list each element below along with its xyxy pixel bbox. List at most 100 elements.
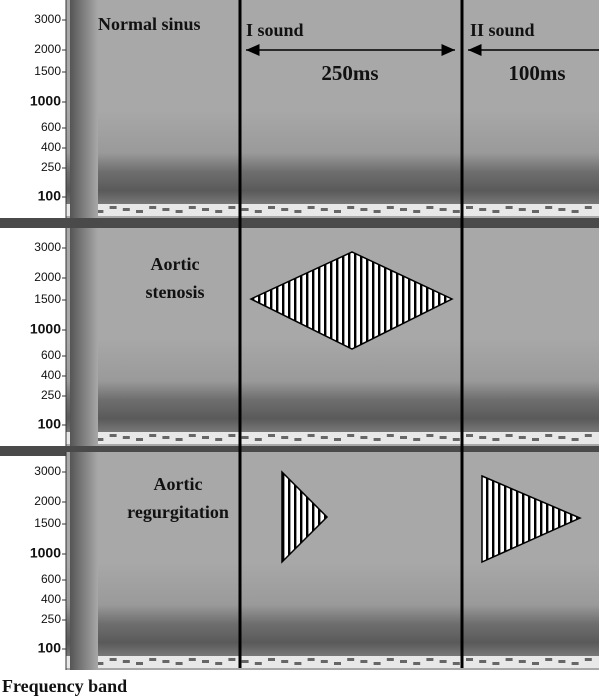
energy-band [66,110,599,205]
noise [188,434,196,437]
noise [215,210,223,213]
separator [0,446,599,456]
noise [281,660,289,663]
tick-label: 600 [41,120,61,134]
separator [0,218,599,228]
noise [320,436,328,439]
noise [400,660,407,663]
noise [452,210,460,213]
murmur-diamond [249,251,454,350]
tick-label: 100 [38,188,62,204]
tick-label: 100 [38,640,62,656]
noise [109,434,117,437]
tick-label: 400 [41,592,61,606]
noise [466,206,473,209]
noise [413,662,421,665]
noise [175,438,183,441]
tick-label: 400 [41,140,61,154]
noise [136,438,143,441]
tick-label: 1500 [34,64,61,78]
noise [162,660,170,663]
noise [558,208,566,211]
noise [571,662,579,665]
noise [439,208,447,211]
noise [162,208,170,211]
noise [254,210,262,213]
noise [505,434,513,437]
noise [426,206,434,209]
footer: Frequency band [2,676,127,696]
noise [294,438,302,441]
noise [228,206,236,209]
baseline-strip [66,204,599,216]
noise [373,210,381,213]
noise [149,434,157,437]
noise [452,438,460,441]
noise [518,436,526,439]
noise [439,660,447,663]
tick-label: 1000 [30,93,61,109]
noise [202,436,209,439]
noise [479,660,487,663]
noise [373,662,381,665]
tick-label: 1000 [30,545,61,561]
noise [360,436,368,439]
noise [96,438,104,441]
noise [307,434,315,437]
murmur-triangle [481,474,582,564]
noise [109,658,117,661]
tick-label: 3000 [34,12,61,26]
noise [466,658,473,661]
noise [545,434,553,437]
noise [426,434,434,437]
noise [558,436,566,439]
noise [228,658,236,661]
noise [571,210,579,213]
noise [175,210,183,213]
noise [360,208,368,211]
tick-label: 600 [41,348,61,362]
noise [122,208,130,211]
noise [400,208,407,211]
noise [320,660,328,663]
noise [215,438,223,441]
noise [439,436,447,439]
onset-edge [70,228,98,446]
noise [281,208,289,211]
baseline-strip [66,432,599,444]
noise [202,660,209,663]
noise [479,436,487,439]
tick-label: 100 [38,416,62,432]
duration: 100ms [508,61,565,85]
noise [545,658,553,661]
noise [320,208,328,211]
noise [109,206,117,209]
duration: 250ms [321,61,378,85]
noise [413,438,421,441]
murmur-triangle [281,470,329,564]
tick-label: 2000 [34,270,61,284]
noise [518,660,526,663]
noise [347,206,355,209]
noise [466,434,473,437]
tick-label: 250 [41,612,61,626]
noise [241,436,249,439]
onset-edge [70,0,98,218]
noise [452,662,460,665]
noise [400,436,407,439]
noise [584,434,592,437]
tick-label: 250 [41,388,61,402]
noise [518,208,526,211]
noise [584,658,592,661]
noise [492,662,500,665]
panel-label: Normal sinus [98,14,201,34]
noise [492,438,500,441]
tick-label: 1500 [34,516,61,530]
noise [188,206,196,209]
tick-label: 2000 [34,494,61,508]
noise [294,662,302,665]
tick-label: 3000 [34,240,61,254]
tick-label: 2000 [34,42,61,56]
